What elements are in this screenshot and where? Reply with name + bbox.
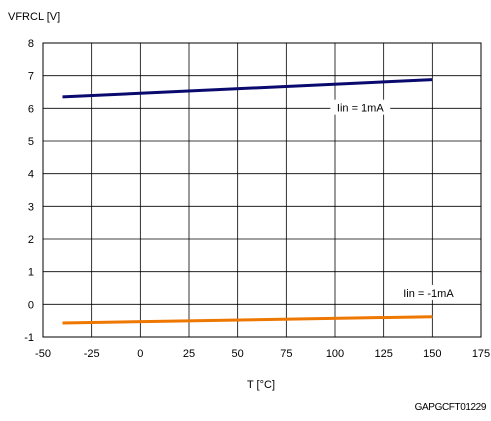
annotation-background — [395, 284, 462, 300]
y-tick-label: 6 — [28, 103, 34, 115]
y-tick-label: 3 — [28, 201, 34, 213]
series-line-2 — [62, 315, 433, 325]
axis-ticks: -50 -25 0 25 50 75 100 125 150 175 -1 0 1 2 3 4 5 6 7 8 — [24, 38, 490, 360]
series-annotation-2: Iin = -1mA — [403, 288, 454, 300]
x-tick-label: 125 — [374, 348, 392, 360]
plot-area-frame — [42, 42, 482, 338]
x-tick-label: 75 — [280, 348, 292, 360]
y-tick-label: 7 — [28, 71, 34, 83]
y-tick-label: 0 — [28, 299, 34, 311]
x-tick-label: -25 — [84, 348, 100, 360]
y-tick-label: 1 — [28, 267, 34, 279]
x-tick-label: 175 — [472, 348, 490, 360]
x-tick-label: 150 — [423, 348, 441, 360]
gridlines — [43, 43, 481, 337]
x-tick-label: 25 — [183, 348, 195, 360]
annotation-background — [330, 99, 391, 115]
x-tick-label: 100 — [326, 348, 344, 360]
series-line-1 — [62, 78, 433, 99]
x-axis-label: T [°C] — [247, 379, 275, 391]
x-tick-label: 50 — [232, 348, 244, 360]
x-tick-label: -50 — [35, 348, 51, 360]
y-tick-label: 5 — [28, 136, 34, 148]
series-lines — [62, 78, 433, 325]
annotations: Iin = 1mA Iin = -1mA — [330, 99, 462, 300]
y-tick-label: 8 — [28, 38, 34, 50]
series-annotation-1: Iin = 1mA — [337, 103, 384, 115]
y-tick-label: -1 — [24, 332, 34, 344]
y-tick-label: 2 — [28, 234, 34, 246]
x-tick-label: 0 — [137, 348, 143, 360]
y-tick-label: 4 — [28, 169, 34, 181]
y-axis-label: VFRCL [V] — [8, 11, 60, 23]
figure-id-label: GAPGCFT01229 — [415, 402, 487, 413]
